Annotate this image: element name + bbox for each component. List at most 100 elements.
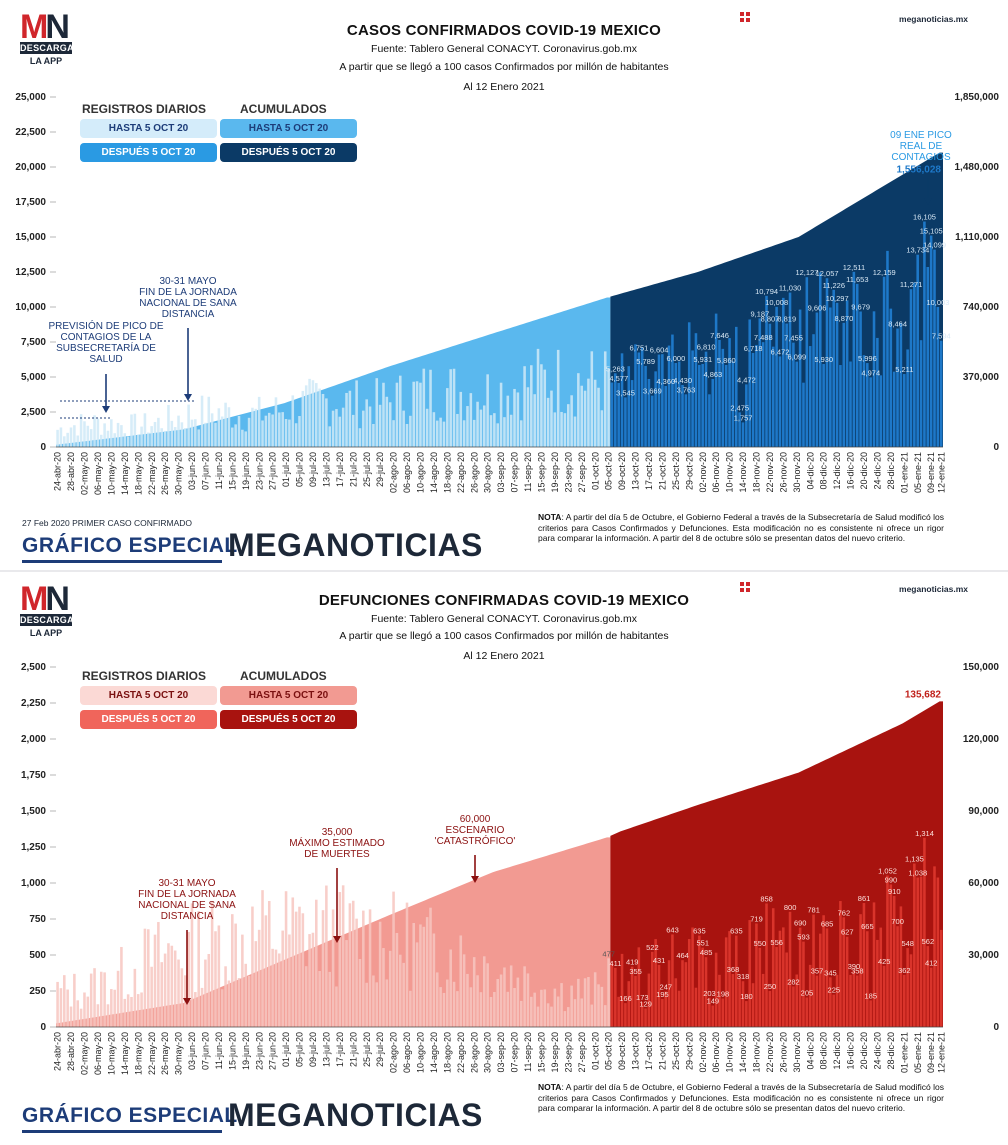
daily-bar bbox=[889, 308, 893, 447]
x-tick-label: 13-oct-20 bbox=[631, 1032, 641, 1070]
daily-bar bbox=[217, 408, 221, 447]
daily-bar bbox=[570, 395, 573, 447]
daily-bar bbox=[570, 985, 573, 1027]
daily-bar bbox=[627, 981, 631, 1027]
daily-bar bbox=[351, 900, 355, 1027]
daily-bar bbox=[745, 384, 748, 447]
daily-bar bbox=[540, 364, 543, 447]
daily-bar bbox=[724, 937, 728, 1027]
daily-bar bbox=[66, 989, 69, 1027]
daily-bar bbox=[136, 434, 140, 447]
daily-data-label: 5,996 bbox=[858, 354, 877, 363]
x-tick-label: 29-jul-20 bbox=[375, 1032, 385, 1067]
daily-data-label: 11,653 bbox=[846, 275, 868, 284]
daily-bar bbox=[782, 297, 785, 447]
daily-bar bbox=[56, 981, 59, 1027]
daily-bar bbox=[765, 903, 768, 1027]
daily-bar bbox=[261, 420, 264, 447]
y-right-tick-label: 90,000 bbox=[968, 806, 999, 817]
daily-bar bbox=[933, 866, 936, 1027]
x-tick-label: 19-sep-20 bbox=[550, 452, 560, 493]
annotation-end-distancing: DISTANCIA bbox=[162, 309, 215, 320]
x-tick-label: 07-jun-20 bbox=[201, 452, 211, 490]
daily-bar bbox=[99, 971, 103, 1027]
daily-bar bbox=[849, 361, 852, 447]
chart-criterion: A partir que se llegó a 100 casos Confir… bbox=[339, 630, 669, 642]
daily-bar bbox=[405, 902, 409, 1027]
annotation-end-distancing: FIN DE LA JORNADA bbox=[139, 287, 237, 298]
daily-bar bbox=[876, 337, 879, 447]
daily-data-label: 368 bbox=[727, 965, 740, 974]
daily-bar bbox=[590, 1004, 594, 1027]
x-tick-label: 23-sep-20 bbox=[563, 452, 573, 493]
daily-bar bbox=[160, 962, 164, 1027]
daily-bar bbox=[425, 917, 429, 1027]
daily-bar bbox=[614, 967, 617, 1027]
daily-data-label: 357 bbox=[811, 967, 824, 976]
annotation-end-distancing-arrow-head bbox=[184, 394, 192, 401]
annotation-max-estimate: DE MUERTES bbox=[304, 849, 370, 860]
daily-bar bbox=[217, 925, 221, 1027]
daily-bar bbox=[899, 906, 903, 1027]
daily-data-label: 551 bbox=[697, 939, 710, 948]
meganoticias-logo[interactable]: MN DESCARGA LA APP bbox=[20, 10, 74, 66]
x-tick-label: 28-dic-20 bbox=[886, 1032, 896, 1070]
daily-bar bbox=[247, 417, 251, 447]
daily-data-label: 6,604 bbox=[650, 346, 669, 355]
site-url[interactable]: meganoticias.mx bbox=[899, 584, 968, 594]
daily-bar bbox=[929, 967, 933, 1027]
daily-data-label: 1,757 bbox=[734, 413, 753, 422]
x-tick-label: 05-jul-20 bbox=[295, 452, 305, 487]
daily-bar bbox=[446, 979, 449, 1027]
daily-bar bbox=[577, 373, 580, 447]
daily-data-label: 3,669 bbox=[643, 387, 662, 396]
daily-bar bbox=[469, 987, 473, 1027]
brand-special: GRÁFICO ESPECIAL bbox=[22, 1104, 238, 1127]
grid-icon[interactable] bbox=[740, 582, 750, 592]
daily-bar bbox=[187, 931, 190, 1027]
annotation-end-distancing: 30-31 MAYO bbox=[159, 276, 216, 287]
daily-bar bbox=[147, 929, 150, 1027]
cases-chart: 0 2,500 5,000 7,500 10,000 12,500 15,000 17,500… bbox=[15, 92, 1000, 495]
annotation-real-peak: CONTAGIOS bbox=[891, 152, 951, 163]
daily-bar bbox=[600, 410, 604, 447]
x-tick-label: 10-nov-20 bbox=[725, 452, 735, 493]
daily-bar bbox=[63, 436, 66, 447]
x-tick-label: 02-may-20 bbox=[80, 452, 90, 495]
daily-bar bbox=[197, 429, 200, 447]
daily-bar bbox=[264, 915, 268, 1027]
daily-bar bbox=[751, 352, 755, 447]
daily-bar bbox=[674, 363, 678, 447]
grid-icon[interactable] bbox=[740, 12, 750, 22]
daily-bar bbox=[933, 249, 936, 447]
daily-bar bbox=[341, 407, 345, 447]
daily-bar bbox=[829, 307, 832, 447]
daily-bar bbox=[896, 926, 899, 1027]
brand-underline bbox=[22, 560, 222, 563]
site-url[interactable]: meganoticias.mx bbox=[899, 14, 968, 24]
daily-bar bbox=[543, 989, 547, 1027]
daily-bar bbox=[845, 936, 849, 1027]
daily-bar bbox=[795, 974, 799, 1027]
daily-data-label: 485 bbox=[700, 948, 713, 957]
daily-bar bbox=[76, 1000, 80, 1027]
y-right-tick-label: 740,000 bbox=[963, 302, 1000, 313]
daily-bar bbox=[499, 974, 503, 1027]
note-text: : A partir del día 5 de Octubre, el Gobi… bbox=[538, 1082, 944, 1113]
daily-bar bbox=[499, 382, 503, 447]
daily-bar bbox=[815, 975, 819, 1027]
daily-data-label: 195 bbox=[656, 990, 669, 999]
daily-bar bbox=[86, 425, 90, 447]
daily-bar bbox=[892, 895, 896, 1027]
y-left-tick-label: 250 bbox=[29, 986, 46, 997]
daily-bar bbox=[449, 369, 452, 447]
x-tick-label: 17-jul-20 bbox=[335, 1032, 345, 1067]
daily-bar bbox=[412, 922, 416, 1027]
daily-bar bbox=[103, 972, 106, 1027]
daily-data-label: 203 bbox=[703, 989, 716, 998]
daily-bar bbox=[170, 945, 174, 1027]
daily-bar bbox=[284, 891, 288, 1027]
meganoticias-logo[interactable]: MN DESCARGA LA APP bbox=[20, 582, 74, 638]
x-tick-label: 03-sep-20 bbox=[496, 452, 506, 493]
daily-bar bbox=[513, 988, 516, 1027]
